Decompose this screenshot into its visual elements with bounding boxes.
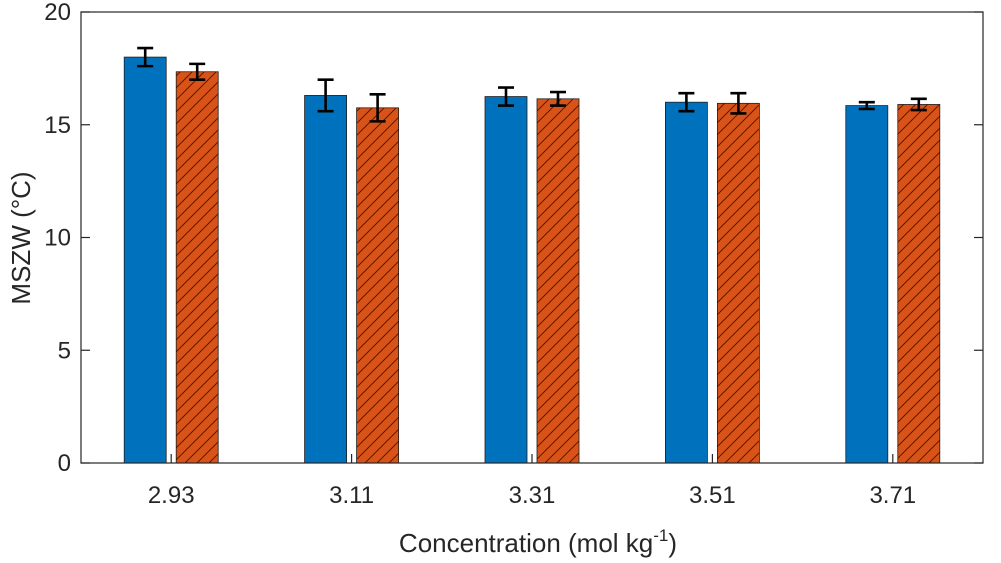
bars-layer (123, 56, 941, 464)
bar-series2 (536, 98, 580, 464)
y-tick-label: 15 (44, 112, 71, 139)
x-tick-label: 3.11 (329, 482, 374, 509)
error-bars-layer (137, 46, 927, 123)
y-tick-label: 20 (44, 0, 71, 26)
x-tick-label: 3.51 (689, 482, 736, 509)
y-axis-title: MSZW (°C) (6, 171, 36, 304)
y-tick-label: 10 (44, 225, 71, 252)
y-tick-label: 5 (58, 337, 71, 364)
y-axis: 0 5 10 15 20 (44, 0, 983, 477)
x-tick-label: 2.93 (148, 482, 195, 509)
bar-series1 (845, 105, 889, 464)
bar-series2 (717, 102, 760, 464)
x-axis: 2.93 3.11 3.31 3.51 3.71 (148, 454, 916, 509)
bar-series1 (123, 56, 167, 464)
x-tick-label: 3.31 (509, 482, 556, 509)
bar-series2 (175, 71, 219, 464)
bar-series1 (304, 95, 348, 464)
bar-series2 (356, 107, 400, 464)
bar-series1 (665, 101, 708, 464)
bar-series1 (484, 96, 528, 464)
x-axis-title: Concentration (mol kg-1) (399, 526, 677, 558)
x-tick-label: 3.71 (869, 482, 916, 509)
bar-series2 (897, 104, 941, 464)
y-tick-label: 0 (58, 450, 71, 477)
